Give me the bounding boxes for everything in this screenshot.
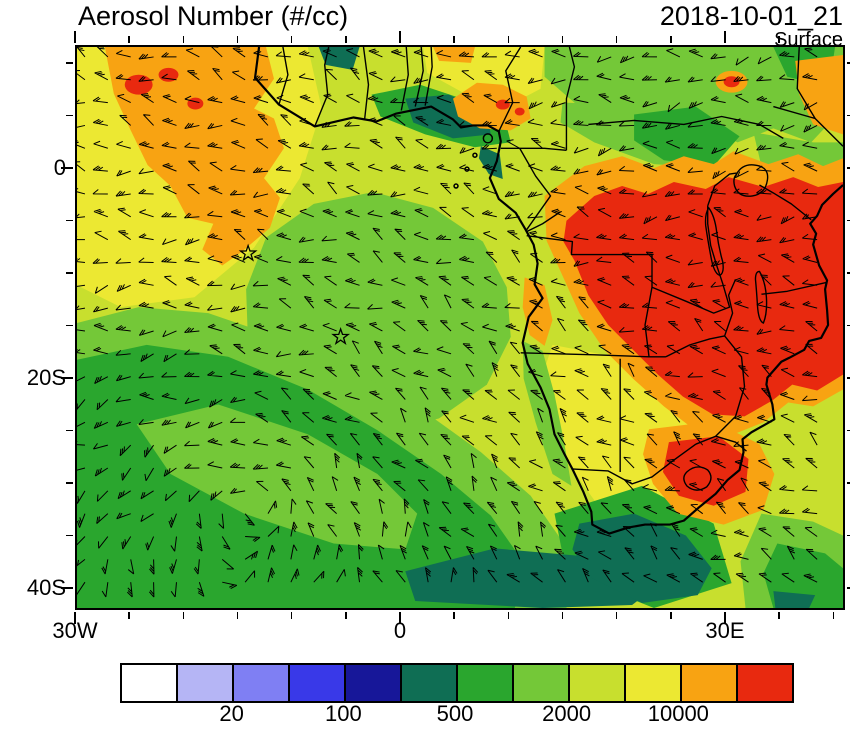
axis-tick	[670, 36, 672, 43]
axis-tick	[832, 612, 835, 619]
colorbar-cell-8	[570, 665, 626, 701]
station-star-icon	[238, 243, 258, 262]
map-layers	[77, 47, 843, 608]
axis-tick	[670, 612, 672, 619]
colorbar-cell-1	[178, 665, 234, 701]
axis-tick	[847, 272, 850, 274]
axis-tick	[453, 36, 455, 43]
axis-tick	[615, 612, 618, 619]
axis-tick	[399, 31, 401, 43]
axis-tick	[847, 114, 850, 117]
axis-tick	[847, 534, 850, 537]
axis-tick	[128, 36, 130, 43]
colorbar-tick-label: 100	[324, 701, 362, 726]
wind-barbs-overlay	[77, 47, 818, 598]
axis-tick	[66, 429, 73, 432]
axis-tick	[66, 272, 73, 274]
axis-tick	[66, 324, 73, 327]
axis-tick	[847, 482, 850, 484]
colorbar-cell-11	[738, 665, 792, 701]
station-star-icon	[331, 327, 351, 345]
axis-tick	[847, 377, 850, 379]
axis-tick	[847, 587, 850, 589]
colorbar-cell-6	[458, 665, 514, 701]
axis-tick	[561, 36, 564, 43]
axis-tick	[345, 612, 347, 619]
axis-tick	[507, 36, 510, 43]
axis-tick	[236, 36, 239, 43]
axis-tick	[847, 429, 850, 432]
axis-tick	[847, 219, 850, 222]
colorbar-cell-5	[402, 665, 458, 701]
station-star-markers	[238, 243, 351, 345]
axis-tick	[66, 62, 73, 64]
axis-tick	[128, 612, 130, 619]
axis-tick	[236, 612, 239, 619]
axis-tick	[724, 612, 726, 624]
axis-tick	[507, 612, 510, 619]
colorbar-labels: 20 100 500 2000 10000	[120, 701, 790, 731]
colorbar-tick-label: 2000	[542, 701, 592, 726]
axis-tick	[61, 587, 73, 589]
axis-tick	[847, 324, 850, 327]
axis-tick	[61, 377, 73, 379]
page-title: Aerosol Number (#/cc)	[78, 1, 349, 31]
axis-tick	[615, 36, 618, 43]
axis-tick	[453, 612, 455, 619]
colorbar-cell-3	[290, 665, 346, 701]
axis-tick	[182, 612, 185, 619]
field-red-regions	[124, 67, 843, 506]
colorbar-tick-label: 20	[219, 701, 244, 726]
colorbar-cell-2	[234, 665, 290, 701]
axis-tick	[66, 219, 73, 222]
aerosol-map	[77, 47, 843, 608]
gyre-center-streak	[136, 404, 418, 550]
axis-tick	[847, 62, 850, 64]
colorbar-tick-label: 10000	[647, 701, 709, 726]
axis-tick	[66, 534, 73, 537]
axis-tick	[182, 36, 185, 43]
axis-tick	[290, 612, 293, 619]
country-borders	[278, 47, 843, 491]
colorbar	[120, 663, 794, 703]
axis-tick	[724, 31, 726, 43]
colorbar-cell-10	[682, 665, 738, 701]
colorbar-cell-0	[122, 665, 178, 701]
datetime-label: 2018-10-01_21	[659, 1, 843, 31]
axis-tick	[847, 167, 850, 169]
colorbar-tick-label: 500	[436, 701, 474, 726]
axis-tick	[66, 114, 73, 117]
colorbar-cell-4	[346, 665, 402, 701]
y-axis-label-0: 0	[53, 155, 66, 180]
axis-tick	[74, 31, 76, 43]
axis-tick	[345, 36, 347, 43]
axis-tick	[290, 36, 293, 43]
colorbar-cell-9	[626, 665, 682, 701]
axis-tick	[74, 612, 76, 624]
y-axis-label-20s: 20S	[26, 365, 66, 390]
axis-tick	[832, 36, 835, 43]
x-axis-label-0: 0	[393, 618, 407, 643]
axis-tick	[561, 612, 564, 619]
wind-barb-glyphs	[77, 47, 818, 598]
axis-tick	[66, 482, 73, 484]
y-axis-label-40s: 40S	[26, 575, 66, 600]
map-plot-area	[75, 45, 845, 610]
axis-tick	[778, 36, 780, 43]
axis-tick	[399, 612, 401, 624]
axis-tick	[61, 167, 73, 169]
colorbar-cell-7	[514, 665, 570, 701]
axis-tick	[778, 612, 780, 619]
